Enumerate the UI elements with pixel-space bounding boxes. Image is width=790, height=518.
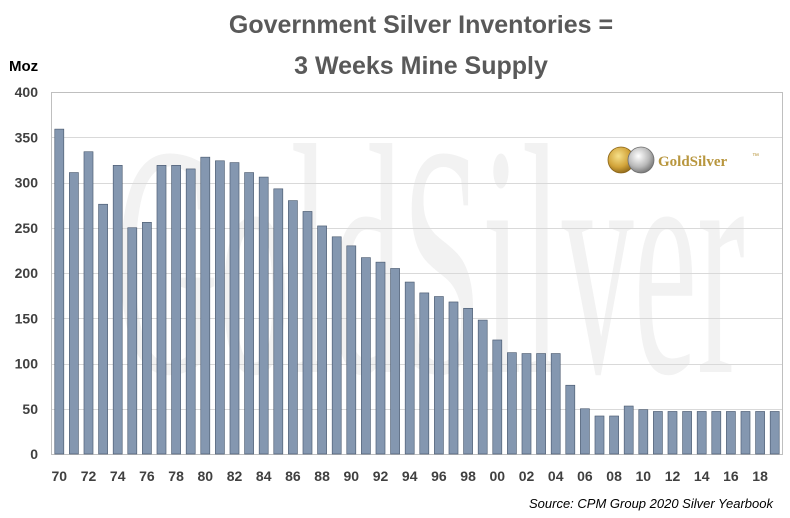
bar-84 xyxy=(258,176,269,455)
chart-title-line-2: 3 Weeks Mine Supply xyxy=(294,52,548,80)
bar-80 xyxy=(200,156,211,455)
x-tick-label: 02 xyxy=(519,468,535,484)
x-tick-label: 90 xyxy=(344,468,360,484)
bar-94 xyxy=(404,281,415,455)
y-tick-label: 0 xyxy=(30,446,38,462)
y-tick-label: 350 xyxy=(15,129,39,145)
y-tick-label: 400 xyxy=(15,84,39,100)
bar-00 xyxy=(492,339,503,455)
bar-18 xyxy=(755,411,765,455)
bar-19 xyxy=(769,411,780,455)
x-tick-label: 76 xyxy=(139,468,155,484)
bar-78 xyxy=(171,165,181,455)
x-tick-label: 82 xyxy=(227,468,243,484)
y-axis-label: Moz xyxy=(9,58,38,75)
x-tick-label: 08 xyxy=(606,468,622,484)
x-tick-label: 16 xyxy=(723,468,739,484)
bar-06 xyxy=(580,408,590,455)
bar-11 xyxy=(653,411,663,455)
source-note: Source: CPM Group 2020 Silver Yearbook xyxy=(529,496,775,511)
bar-95 xyxy=(419,292,430,455)
y-tick-label: 100 xyxy=(15,356,39,372)
bar-83 xyxy=(244,172,254,455)
x-tick-label: 92 xyxy=(373,468,389,484)
bar-72 xyxy=(83,151,94,455)
x-tick-label: 86 xyxy=(285,468,301,484)
bar-86 xyxy=(288,200,298,455)
bar-88 xyxy=(317,225,327,455)
bar-02 xyxy=(521,353,532,455)
bar-87 xyxy=(302,211,313,455)
bar-10 xyxy=(638,409,649,455)
x-tick-label: 12 xyxy=(665,468,681,484)
bar-17 xyxy=(740,411,751,455)
bar-85 xyxy=(273,188,284,455)
x-tick-label: 78 xyxy=(168,468,184,484)
bar-93 xyxy=(390,268,400,455)
x-tick-label: 96 xyxy=(431,468,447,484)
x-tick-labels: 70 72 74 76 78 80 82 84 86 88 90 92 94 96 98 00 02 04 06 08… xyxy=(52,468,769,484)
bar-15 xyxy=(711,411,722,455)
bar-96 xyxy=(434,296,444,455)
bar-98 xyxy=(463,307,473,455)
x-tick-label: 04 xyxy=(548,468,564,484)
bar-75 xyxy=(127,227,138,455)
bar-01 xyxy=(507,352,517,455)
bar-14 xyxy=(696,411,707,455)
bar-07 xyxy=(594,415,605,455)
x-tick-label: 94 xyxy=(402,468,418,484)
bar-74 xyxy=(112,165,123,455)
goldsilver-logo: GoldSilver ™ xyxy=(607,146,759,174)
bar-79 xyxy=(185,168,196,455)
bar-92 xyxy=(375,261,386,455)
x-tick-label: 14 xyxy=(694,468,710,484)
bar-77 xyxy=(156,165,167,455)
bar-73 xyxy=(98,203,108,455)
y-tick-label: 150 xyxy=(15,310,39,326)
x-tick-label: 06 xyxy=(577,468,593,484)
y-tick-label: 50 xyxy=(22,401,38,417)
bar-81 xyxy=(215,160,225,455)
x-tick-label: 88 xyxy=(314,468,330,484)
x-tick-label: 10 xyxy=(636,468,652,484)
bar-82 xyxy=(229,162,240,455)
plot-area xyxy=(51,92,783,455)
chart-title-line-1: Government Silver Inventories = xyxy=(229,11,613,39)
y-tick-label: 250 xyxy=(15,220,39,236)
x-tick-label: 72 xyxy=(81,468,97,484)
trademark-mark: ™ xyxy=(752,153,759,160)
bar-13 xyxy=(682,411,692,455)
bar-90 xyxy=(346,245,357,455)
bar-16 xyxy=(726,411,736,455)
silver-coin-icon xyxy=(627,146,655,174)
x-tick-label: 98 xyxy=(460,468,476,484)
bar-03 xyxy=(536,353,546,455)
bar-91 xyxy=(361,257,371,455)
bar-04 xyxy=(550,353,561,455)
bar-76 xyxy=(142,222,152,455)
x-tick-label: 70 xyxy=(52,468,68,484)
y-tick-label: 200 xyxy=(15,265,39,281)
bar-12 xyxy=(667,411,678,455)
bars xyxy=(54,128,780,455)
y-tick-labels: 0 50 100 150 200 250 300 350 400 xyxy=(15,84,39,462)
x-tick-label: 84 xyxy=(256,468,272,484)
bar-71 xyxy=(69,172,79,455)
x-tick-label: 74 xyxy=(110,468,126,484)
y-tick-label: 300 xyxy=(15,175,39,191)
bar-97 xyxy=(448,301,459,455)
bar-70 xyxy=(54,128,65,455)
x-tick-label: 18 xyxy=(752,468,768,484)
bar-08 xyxy=(609,415,619,455)
bar-09 xyxy=(623,405,634,455)
bar-99 xyxy=(477,319,488,455)
x-tick-label: 00 xyxy=(490,468,506,484)
logo-text: GoldSilver xyxy=(658,154,728,170)
bar-89 xyxy=(331,236,342,455)
x-tick-label: 80 xyxy=(198,468,214,484)
bar-05 xyxy=(565,384,576,455)
